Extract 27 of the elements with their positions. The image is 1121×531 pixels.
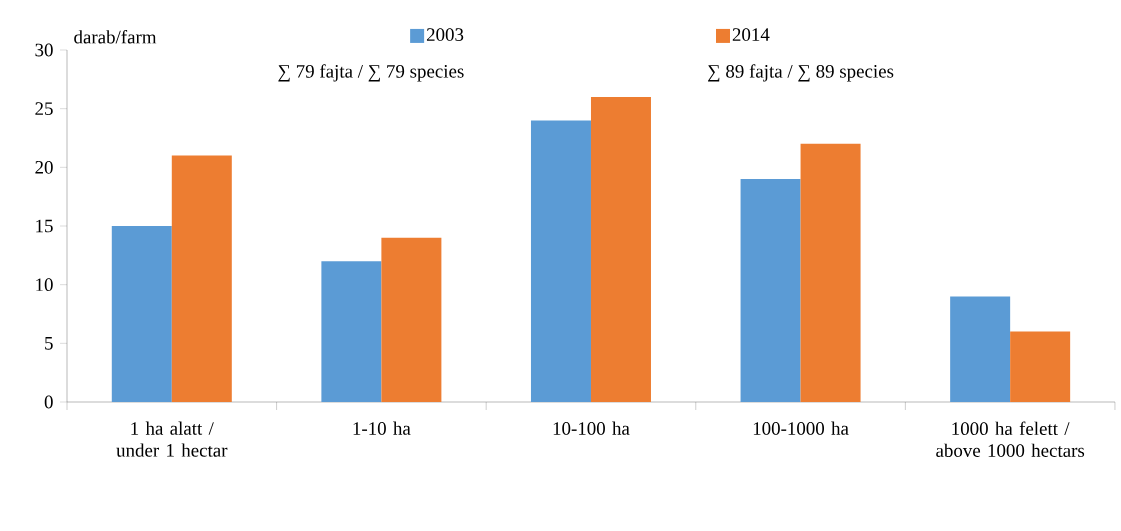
- legend-label: 2003: [426, 28, 464, 41]
- x-tick-label: 1-10 ha: [353, 421, 411, 435]
- bar: [381, 237, 442, 402]
- y-tick-label: 30: [35, 43, 53, 57]
- y-tick-label: 0: [44, 395, 53, 409]
- bar: [950, 296, 1011, 402]
- y-tick-label: 25: [35, 102, 53, 116]
- x-tick-label: 1000 ha felett / above 1000 hectars: [936, 421, 1085, 457]
- bar: [111, 226, 172, 402]
- annotation: ∑ 89 fajta / ∑ 89 species: [708, 64, 894, 82]
- annotation: ∑ 79 fajta / ∑ 79 species: [278, 64, 464, 82]
- y-axis-title: darab/farm: [74, 29, 157, 44]
- bar: [530, 120, 591, 402]
- bar: [321, 261, 382, 402]
- legend-label: 2014: [732, 28, 770, 41]
- x-tick-label: 10-100 ha: [553, 421, 630, 435]
- bar: [590, 96, 651, 402]
- y-tick-label: 15: [36, 219, 53, 233]
- bar: [740, 179, 801, 402]
- bar: [1010, 331, 1071, 402]
- y-tick-label: 10: [36, 278, 53, 292]
- y-tick-label: 5: [45, 337, 53, 350]
- bar: [171, 155, 232, 402]
- x-tick-label: 1 ha alatt / under 1 hectar: [116, 421, 228, 457]
- y-tick-label: 20: [35, 160, 53, 174]
- bar: [800, 143, 861, 402]
- x-tick-label: 100-1000 ha: [753, 421, 849, 435]
